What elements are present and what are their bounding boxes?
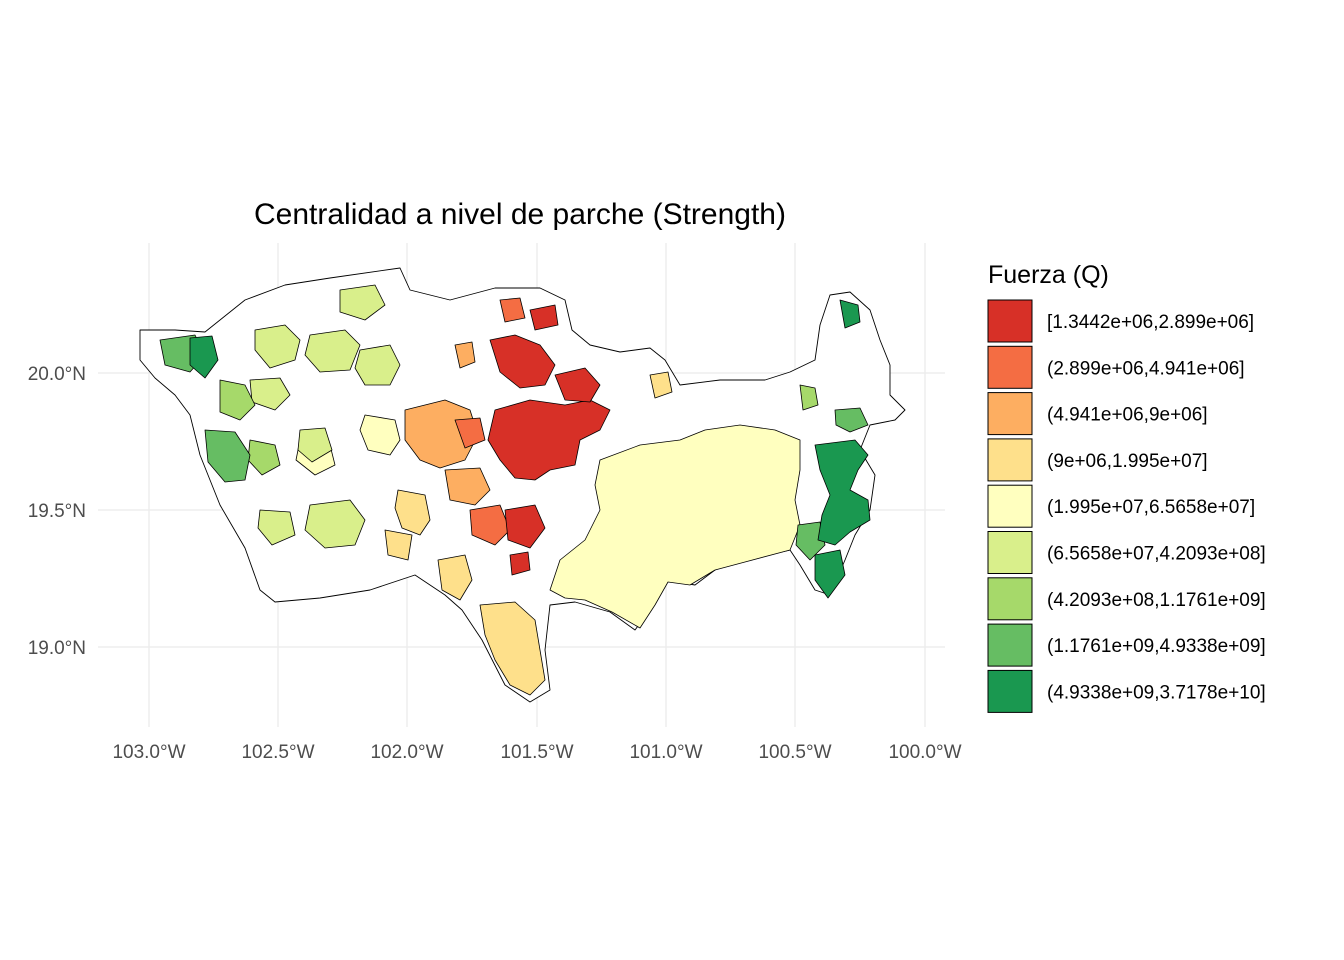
legend-key-label: (6.5658e+07,4.2093e+08] bbox=[1047, 544, 1266, 565]
x-tick-label: 102.0°W bbox=[370, 742, 443, 763]
y-axis: 20.0°N 19.5°N 19.0°N bbox=[28, 364, 86, 659]
legend-key-swatch bbox=[987, 577, 1033, 621]
patch-class-9 bbox=[839, 299, 861, 329]
legend-key-swatch bbox=[987, 623, 1033, 667]
patch-class-8 bbox=[834, 407, 869, 433]
x-tick-label: 101.5°W bbox=[500, 742, 573, 763]
legend-key-swatch bbox=[987, 531, 1033, 574]
patch-class-3 bbox=[454, 341, 476, 369]
x-tick-label: 101.0°W bbox=[629, 742, 702, 763]
patch-class-1 bbox=[554, 367, 601, 403]
legend-key-swatch bbox=[987, 299, 1033, 343]
patch-class-7 bbox=[219, 379, 256, 421]
patch-class-6 bbox=[354, 344, 401, 386]
patch-class-4 bbox=[649, 371, 673, 399]
legend-key-label: (1.995e+07,6.5658e+07] bbox=[1047, 497, 1255, 518]
patch-class-9 bbox=[814, 439, 871, 546]
legend: Fuerza (Q) [1.3442e+06,2.899e+06] (2.899e… bbox=[987, 261, 1266, 713]
legend-key-swatch bbox=[987, 392, 1033, 436]
y-tick-label: 19.0°N bbox=[28, 638, 86, 659]
patch-class-1 bbox=[529, 304, 559, 331]
legend-key-label: (1.1761e+09,4.9338e+09] bbox=[1047, 636, 1266, 657]
patch-class-9 bbox=[814, 549, 846, 599]
patch-class-5 bbox=[359, 414, 401, 456]
patch-class-4 bbox=[437, 554, 473, 601]
legend-items: [1.3442e+06,2.899e+06] (2.899e+06,4.941e+… bbox=[987, 299, 1266, 713]
y-tick-label: 19.5°N bbox=[28, 501, 86, 522]
patch-class-8 bbox=[204, 429, 251, 483]
habitat-patches bbox=[159, 284, 871, 696]
patch-class-1 bbox=[504, 504, 546, 549]
x-tick-label: 100.0°W bbox=[888, 742, 961, 763]
patch-class-4 bbox=[479, 601, 546, 696]
patch-class-3 bbox=[444, 467, 491, 506]
y-tick-label: 20.0°N bbox=[28, 364, 86, 385]
map-title: Centralidad a nivel de parche (Strength) bbox=[254, 198, 786, 231]
patch-class-1 bbox=[509, 551, 531, 576]
legend-key-label: (9e+06,1.995e+07] bbox=[1047, 451, 1208, 472]
patch-class-2 bbox=[469, 504, 511, 546]
x-tick-label: 100.5°W bbox=[758, 742, 831, 763]
legend-key-label: (4.9338e+09,3.7178e+10] bbox=[1047, 682, 1266, 703]
patch-class-2 bbox=[499, 297, 526, 323]
legend-key-label: (4.941e+06,9e+06] bbox=[1047, 405, 1208, 426]
patch-class-6 bbox=[339, 284, 386, 321]
patch-class-3 bbox=[404, 399, 479, 469]
legend-key-label: (2.899e+06,4.941e+06] bbox=[1047, 358, 1245, 379]
patch-class-6 bbox=[297, 427, 333, 463]
map-panel bbox=[98, 243, 945, 727]
legend-key-swatch bbox=[987, 345, 1033, 389]
patch-class-4 bbox=[384, 529, 413, 561]
legend-key-swatch bbox=[987, 484, 1033, 528]
patch-class-1 bbox=[489, 334, 556, 389]
patch-class-7 bbox=[799, 384, 819, 411]
patch-class-8 bbox=[795, 521, 826, 561]
patch-class-6 bbox=[257, 509, 296, 546]
patch-class-5 bbox=[549, 424, 801, 629]
patch-class-1 bbox=[487, 399, 611, 481]
x-axis: 103.0°W 102.5°W 102.0°W 101.5°W 101.0°W … bbox=[112, 742, 961, 763]
patch-class-4 bbox=[394, 489, 431, 536]
patch-class-6 bbox=[304, 499, 366, 549]
legend-title: Fuerza (Q) bbox=[988, 261, 1109, 289]
patch-class-6 bbox=[304, 329, 361, 373]
patch-class-9 bbox=[189, 335, 219, 379]
x-tick-label: 103.0°W bbox=[112, 742, 185, 763]
legend-key-swatch bbox=[987, 669, 1033, 713]
legend-key-swatch bbox=[987, 438, 1033, 482]
legend-key-label: (4.2093e+08,1.1761e+09] bbox=[1047, 590, 1266, 611]
patch-class-6 bbox=[254, 324, 301, 369]
legend-key-label: [1.3442e+06,2.899e+06] bbox=[1047, 312, 1254, 333]
patch-class-2 bbox=[454, 417, 486, 449]
x-tick-label: 102.5°W bbox=[241, 742, 314, 763]
